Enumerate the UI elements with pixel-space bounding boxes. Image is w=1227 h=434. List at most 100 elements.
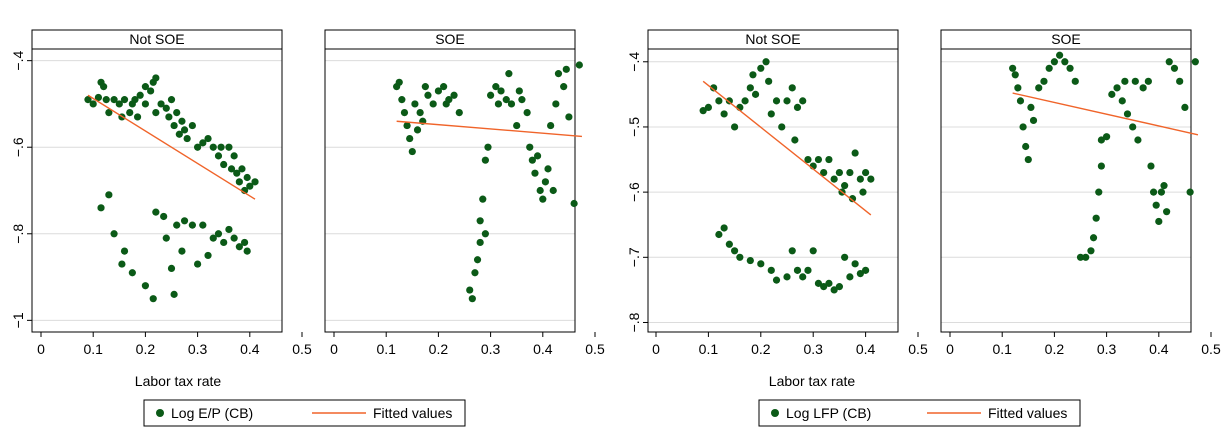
data-point [554,70,563,78]
data-point [710,84,718,92]
panel-strip-label: Not SOE [129,31,184,47]
data-point [421,83,429,91]
x-tick-label: 0.5 [908,341,928,357]
data-point [1019,123,1027,131]
data-point [772,97,781,105]
data-point [165,113,173,121]
data-point [835,283,844,291]
data-point [1095,188,1103,196]
y-tick-label: −.4 [10,51,26,71]
data-point [1118,97,1126,105]
data-point [725,240,733,248]
data-point [136,91,144,99]
data-point [209,143,217,151]
data-point [1035,84,1043,92]
data-point [188,121,196,130]
data-point [536,186,544,195]
data-point [1134,136,1142,144]
data-point [720,110,728,118]
data-point [149,295,157,303]
plot-frame [31,48,283,333]
data-point [473,256,482,264]
data-point [194,260,202,268]
y-tick-label: −.4 [626,52,642,72]
data-point [731,123,739,131]
x-tick-label: 0.3 [481,341,501,357]
y-tick-label: −1 [10,312,26,328]
data-point [772,276,781,284]
data-point [1045,64,1053,72]
data-point [466,286,474,294]
data-point [751,90,760,98]
data-point [825,279,833,287]
data-point [757,260,765,268]
data-point [180,126,189,134]
data-point [1027,103,1035,111]
x-tick-label: 0.4 [240,341,260,357]
data-point [133,113,142,121]
data-point [128,269,136,277]
data-point [173,221,181,229]
data-point [1149,188,1158,196]
data-point [575,61,583,69]
data-point [1181,103,1189,111]
data-point [804,155,812,164]
data-point [513,121,521,130]
data-point [741,97,749,105]
data-point [1087,247,1095,255]
data-point [1186,188,1194,196]
data-point [570,199,578,208]
y-tick-label: −.6 [626,182,642,202]
data-point [507,100,516,108]
x-axis-title: Labor tax rate [769,373,856,389]
data-point [1097,136,1105,144]
legend-marker-points [771,409,779,417]
data-point [175,130,183,138]
data-point [194,143,202,151]
data-point [539,195,547,203]
data-point [533,152,542,160]
data-point [793,266,802,274]
data-point [115,100,123,108]
data-point [731,247,739,255]
data-point [848,195,857,203]
data-point [767,266,775,274]
x-tick-label: 0.2 [136,341,156,357]
data-point [547,121,555,130]
data-point [162,234,170,242]
data-point [1155,217,1163,226]
data-point [400,108,409,117]
data-point [217,143,225,151]
x-tick-label: 0.3 [188,341,208,357]
data-point [788,84,796,92]
data-point [209,234,217,242]
data-point [1108,90,1116,98]
data-point [1147,162,1155,170]
data-point [497,87,505,95]
data-point [110,96,118,104]
data-point [1157,188,1166,196]
data-point [395,78,403,86]
panel-1-2: SOE 0 0.1 0.2 0.3 0.4 0.5 [324,29,605,357]
data-point [1176,77,1184,85]
data-point [105,191,113,199]
legend-label-fit: Fitted values [988,405,1067,421]
data-point [173,108,181,117]
data-point [131,96,139,104]
data-point [246,182,254,190]
data-point [1152,201,1160,209]
data-point [238,165,246,173]
data-point [804,266,812,274]
data-point [1165,58,1173,66]
data-point [147,87,155,95]
x-tick-label: 0.4 [1149,341,1169,357]
data-point [1097,162,1105,170]
data-point [235,243,243,251]
data-point [411,100,419,108]
data-point [1050,58,1058,66]
data-point [562,65,570,73]
data-point [204,134,212,143]
data-point [783,97,791,105]
plot-frame [647,48,899,333]
